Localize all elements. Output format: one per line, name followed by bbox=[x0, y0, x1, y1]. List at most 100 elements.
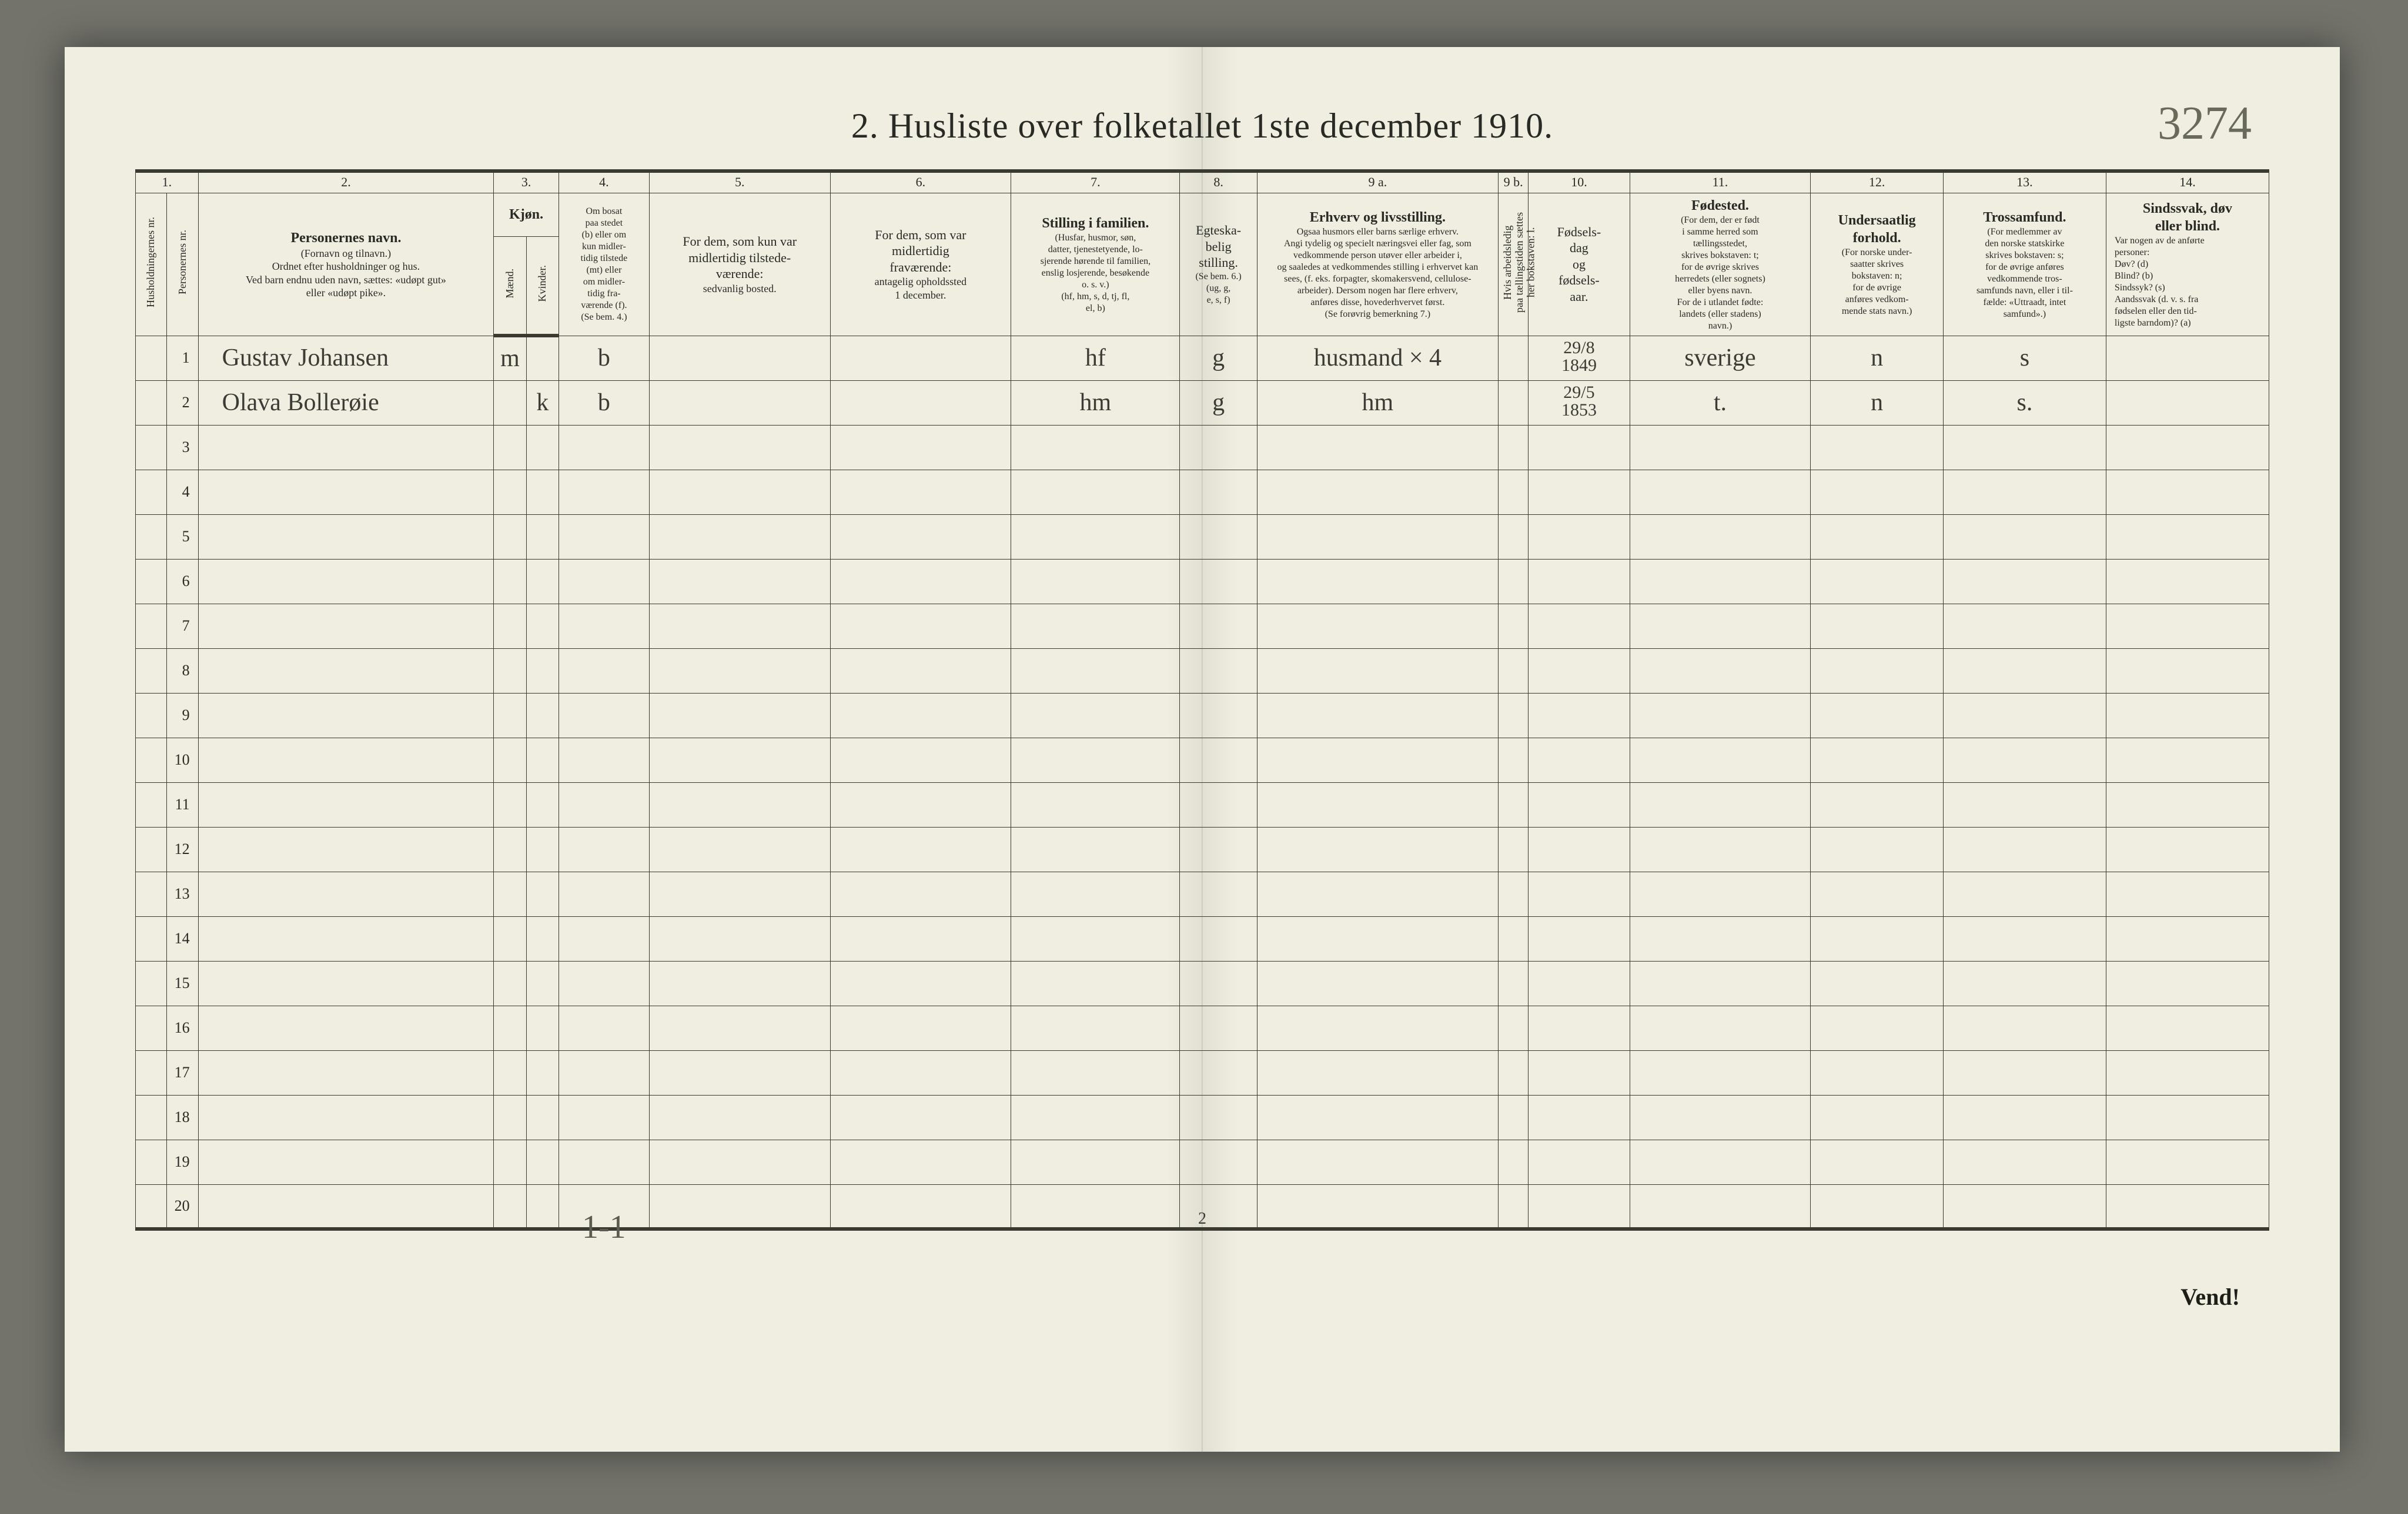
cell-religion bbox=[1943, 559, 2106, 604]
colnum-11: 11. bbox=[1630, 171, 1811, 193]
cell-sex-m bbox=[494, 470, 526, 514]
cell-temp-present bbox=[649, 693, 830, 738]
col-birthplace: Fødested. (For dem, der er født i samme … bbox=[1630, 193, 1811, 336]
cell-birthdate bbox=[1529, 782, 1630, 827]
cell-residence bbox=[559, 559, 650, 604]
cell-sex-m bbox=[494, 916, 526, 961]
cell-birthdate: 29/8 1849 bbox=[1529, 336, 1630, 380]
col-residence: Om bosat paa stedet (b) eller om kun mid… bbox=[559, 193, 650, 336]
footer-vend: Vend! bbox=[2180, 1283, 2240, 1311]
cell-disability bbox=[2106, 336, 2269, 380]
cell-disability bbox=[2106, 782, 2269, 827]
colnum-9b: 9 b. bbox=[1499, 171, 1529, 193]
cell-nationality bbox=[1811, 782, 1944, 827]
col-household-no-label: Husholdningernes nr. bbox=[145, 213, 157, 311]
cell-sex-m bbox=[494, 693, 526, 738]
table-row: 2Olava Bollerøiekbhmghm29/5 1853t.ns. bbox=[136, 380, 2269, 425]
col-occupation-sub: Ogsaa husmors eller barns særlige erhver… bbox=[1261, 226, 1494, 320]
cell-temp-present bbox=[649, 961, 830, 1006]
cell-nationality bbox=[1811, 1006, 1944, 1050]
footer-page-number: 2 bbox=[65, 1210, 2340, 1228]
cell-sex-m bbox=[494, 827, 526, 872]
cell-birthplace bbox=[1630, 1140, 1811, 1184]
cell-birthplace bbox=[1630, 470, 1811, 514]
col-marital-status: Egteska- belig stilling. (Se bem. 6.) (u… bbox=[1180, 193, 1257, 336]
cell-residence bbox=[559, 514, 650, 559]
col-temp-absent-sub: antagelig opholdssted 1 december. bbox=[834, 275, 1008, 302]
cell-birthplace bbox=[1630, 961, 1811, 1006]
cell-household-no bbox=[136, 1050, 167, 1095]
cell-sex-m bbox=[494, 872, 526, 916]
cell-sex-k bbox=[526, 425, 558, 470]
cell-temp-present bbox=[649, 604, 830, 648]
cell-birthdate bbox=[1529, 916, 1630, 961]
cell-occupation bbox=[1257, 470, 1498, 514]
table-row: 4 bbox=[136, 470, 2269, 514]
cell-sex-k bbox=[526, 693, 558, 738]
cell-sex-m bbox=[494, 1006, 526, 1050]
col-temporary-absent: For dem, som var midlertidig fraværende:… bbox=[830, 193, 1011, 336]
col-birthplace-heading: Fødested. bbox=[1691, 198, 1749, 213]
cell-sex-k bbox=[526, 872, 558, 916]
cell-temp-present bbox=[649, 872, 830, 916]
col-temp-absent-heading: For dem, som var midlertidig fraværende: bbox=[875, 227, 966, 274]
col-nationality-heading: Undersaatlig forhold. bbox=[1838, 213, 1916, 246]
cell-marital-status: g bbox=[1180, 336, 1257, 380]
cell-person-no: 18 bbox=[167, 1095, 198, 1140]
cell-occupation bbox=[1257, 1050, 1498, 1095]
column-heading-row: Husholdningernes nr. Personernes nr. Per… bbox=[136, 193, 2269, 237]
cell-nationality bbox=[1811, 559, 1944, 604]
cell-family-position bbox=[1011, 872, 1180, 916]
table-row: 5 bbox=[136, 514, 2269, 559]
cell-sex-k bbox=[526, 827, 558, 872]
col-temp-present-heading: For dem, som kun var midlertidig tilsted… bbox=[683, 234, 797, 281]
cell-sex-m bbox=[494, 1050, 526, 1095]
cell-person-no: 17 bbox=[167, 1050, 198, 1095]
cell-unemployed bbox=[1499, 693, 1529, 738]
cell-sex-m bbox=[494, 380, 526, 425]
cell-temp-present bbox=[649, 782, 830, 827]
cell-person-no: 2 bbox=[167, 380, 198, 425]
col-sex-male-label: Mænd. bbox=[504, 265, 516, 302]
cell-marital-status bbox=[1180, 782, 1257, 827]
cell-sex-m bbox=[494, 559, 526, 604]
cell-family-position bbox=[1011, 514, 1180, 559]
cell-marital-status bbox=[1180, 916, 1257, 961]
col-sex-female-label: Kvinder. bbox=[537, 262, 549, 306]
col-birthdate-heading: Fødsels- dag og fødsels- aar. bbox=[1557, 225, 1601, 304]
cell-person-no: 16 bbox=[167, 1006, 198, 1050]
cell-birthdate bbox=[1529, 693, 1630, 738]
cell-birthplace bbox=[1630, 1006, 1811, 1050]
cell-residence: b bbox=[559, 336, 650, 380]
col-occupation: Erhverv og livsstilling. Ogsaa husmors e… bbox=[1257, 193, 1498, 336]
col-sex-male: Mænd. bbox=[494, 237, 526, 336]
cell-marital-status: g bbox=[1180, 380, 1257, 425]
cell-name bbox=[198, 514, 494, 559]
cell-name bbox=[198, 916, 494, 961]
col-sex-female: Kvinder. bbox=[526, 237, 558, 336]
census-table: 1. 2. 3. 4. 5. 6. 7. 8. 9 a. 9 b. 10. 11… bbox=[135, 169, 2269, 1231]
cell-marital-status bbox=[1180, 961, 1257, 1006]
cell-disability bbox=[2106, 961, 2269, 1006]
cell-household-no bbox=[136, 1095, 167, 1140]
cell-residence bbox=[559, 872, 650, 916]
cell-religion bbox=[1943, 648, 2106, 693]
cell-name bbox=[198, 559, 494, 604]
cell-temp-absent bbox=[830, 336, 1011, 380]
cell-occupation bbox=[1257, 604, 1498, 648]
cell-sex-k bbox=[526, 1095, 558, 1140]
cell-name bbox=[198, 1006, 494, 1050]
cell-marital-status bbox=[1180, 514, 1257, 559]
cell-residence bbox=[559, 827, 650, 872]
table-row: 19 bbox=[136, 1140, 2269, 1184]
cell-occupation bbox=[1257, 738, 1498, 782]
cell-birthdate bbox=[1529, 470, 1630, 514]
cell-birthdate bbox=[1529, 604, 1630, 648]
table-row: 15 bbox=[136, 961, 2269, 1006]
cell-family-position: hf bbox=[1011, 336, 1180, 380]
cell-disability bbox=[2106, 1140, 2269, 1184]
colnum-7: 7. bbox=[1011, 171, 1180, 193]
cell-religion bbox=[1943, 827, 2106, 872]
cell-religion bbox=[1943, 693, 2106, 738]
cell-sex-k bbox=[526, 604, 558, 648]
